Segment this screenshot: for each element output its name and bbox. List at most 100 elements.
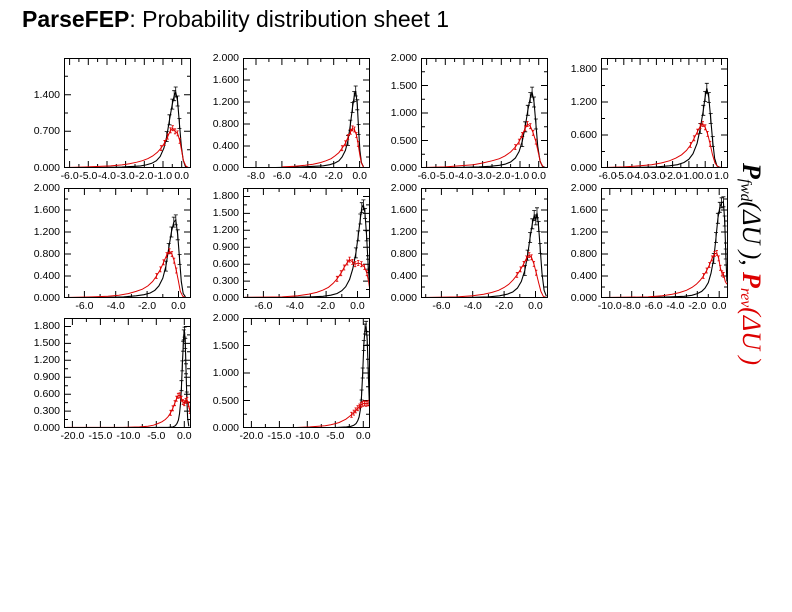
y-tick-label: 1.800 (33, 320, 60, 333)
axis-ticks (65, 319, 190, 427)
plot-canvas-4 (601, 58, 728, 168)
axis-ticks (422, 59, 547, 167)
x-tick-label: 0.0 (176, 430, 192, 442)
x-tick-label: -4.0 (454, 170, 473, 182)
x-tick-label: -5.0 (614, 170, 633, 182)
plot-frame (601, 188, 728, 298)
x-tick-label: -4.0 (97, 170, 116, 182)
x-tick-label: -4.0 (285, 300, 304, 312)
fwd-axis-label: Pfwd(ΔU ), (737, 163, 767, 273)
y-tick-label: 0.400 (390, 270, 417, 282)
plot-canvas-2 (243, 58, 370, 168)
y-tick-label: 1.500 (390, 79, 417, 92)
x-tick-label: 0.0 (174, 170, 189, 182)
fwd-curve (244, 203, 369, 297)
y-tick-label: 2.000 (212, 312, 239, 324)
page-title-rest: : Probability distribution sheet 1 (129, 6, 450, 32)
plot-panel-4: 0.000 0.600 1.200 1.800 -6.0 -5.0 -4.0 -3.0 -2.0… (571, 58, 729, 182)
rev-curve (422, 123, 544, 167)
fwd-curve (422, 89, 546, 167)
plot-panel-1: 0.000 0.700 1.400 -6.0 -5.0 -4.0 -3.0 -2.0 -1.0 0… (34, 58, 191, 182)
x-tick-label: -6.0 (75, 300, 94, 312)
axis-ticks (244, 319, 369, 427)
x-tick-label: -2.0 (495, 300, 514, 312)
y-tick-label: 0.000 (212, 292, 239, 304)
rev-curve (603, 252, 727, 297)
x-tick-label: 1.0 (714, 170, 729, 182)
x-tick-label: 0.0 (352, 170, 367, 182)
axis-ticks (65, 59, 190, 167)
plot-canvas-6 (243, 188, 370, 298)
y-tick-label: 0.000 (212, 422, 239, 434)
plot-canvas-3 (421, 58, 548, 168)
x-tick-label: -3.0 (647, 170, 666, 182)
app-name: ParseFEP (22, 6, 130, 32)
x-tick-label: -6.0 (272, 170, 291, 182)
x-tick-label: -4.0 (298, 170, 317, 182)
x-tick-label: 0.0 (350, 300, 365, 312)
y-tick-label: 0.000 (33, 162, 60, 174)
plot-frame (64, 188, 191, 298)
rev-error-bars (514, 121, 538, 150)
y-tick-label: 2.000 (390, 52, 417, 64)
fwd-error-bars (520, 86, 538, 147)
y-tick-label: 1.500 (33, 337, 60, 350)
fwd-curve (603, 200, 727, 297)
y-tick-label: 0.500 (212, 394, 239, 407)
y-tick-label: 1.200 (390, 226, 417, 238)
y-tick-label: 1.200 (570, 96, 597, 108)
y-tick-label: 0.600 (570, 129, 597, 141)
fwd-curve (245, 90, 364, 167)
x-tick-label: -6.0 (254, 300, 273, 312)
y-axis-title: Pfwd(ΔU ), Prev(ΔU ) (736, 163, 766, 463)
plot-panel-5: 0.000 0.400 0.800 1.200 1.600 2.000 -6.0 -4.0 -2… (34, 182, 191, 312)
plot-panel-9: 0.000 0.300 0.600 0.900 1.200 1.500 1.800 -20.0… (34, 318, 192, 442)
y-tick-label: 1.500 (212, 207, 239, 220)
plot-frame (243, 58, 370, 168)
rev-curve (65, 127, 189, 167)
x-tick-label: 0.0 (528, 300, 543, 312)
y-tick-label: 0.800 (570, 248, 597, 260)
plot-panel-8: 0.000 0.400 0.800 1.200 1.600 2.000 -10.0 -8.0-… (571, 182, 728, 312)
x-tick-label: 0.0 (697, 170, 713, 182)
y-tick-label: 0.000 (570, 292, 597, 304)
y-tick-label: 0.800 (212, 118, 239, 130)
x-tick-label: -4.0 (631, 170, 650, 182)
x-tick-label: -10.0 (597, 300, 622, 312)
y-tick-label: 2.000 (212, 52, 239, 64)
rev-error-bars (515, 252, 538, 278)
plot-frame (421, 58, 548, 168)
plot-canvas-10 (243, 318, 370, 428)
plot-canvas-9 (64, 318, 191, 428)
x-tick-label: 0.0 (355, 430, 371, 442)
x-tick-label: -5.0 (436, 170, 455, 182)
x-tick-label: -5.0 (79, 170, 98, 182)
rev-error-bars (689, 121, 712, 148)
y-tick-label: 1.600 (33, 204, 60, 216)
fwd-error-bars (163, 214, 182, 272)
y-tick-label: 1.400 (33, 88, 60, 101)
y-tick-label: 1.200 (33, 354, 60, 367)
axis-ticks (244, 189, 369, 297)
y-tick-label: 1.800 (570, 63, 597, 75)
y-tick-label: 0.900 (33, 371, 60, 384)
plot-panel-10: 0.000 0.500 1.000 1.500 2.000 -20.0 -15.0 -10.0… (213, 312, 371, 442)
x-tick-label: -2.0 (688, 300, 707, 312)
x-tick-label: -4.0 (106, 300, 125, 312)
rev-error-bars (155, 248, 178, 279)
y-tick-label: 1.800 (212, 190, 239, 203)
y-tick-label: 0.800 (390, 248, 417, 260)
x-tick-label: -2.0 (663, 170, 682, 182)
x-tick-label: -2.0 (317, 300, 336, 312)
y-tick-label: 0.500 (390, 134, 417, 147)
plot-frame (421, 188, 548, 298)
plot-frame (64, 318, 191, 428)
rev-error-bars (159, 125, 181, 151)
x-tick-label: -1.0 (679, 170, 698, 182)
x-tick-label: -4.0 (666, 300, 685, 312)
x-tick-label: -5.0 (326, 430, 345, 442)
page-title: ParseFEP: Probability distribution sheet… (22, 6, 449, 33)
y-tick-label: 2.000 (33, 182, 60, 194)
plot-panel-6: 0.000 0.300 0.600 0.900 1.200 1.500 1.800 -6.0-… (213, 188, 370, 312)
x-tick-label: -6.0 (598, 170, 617, 182)
